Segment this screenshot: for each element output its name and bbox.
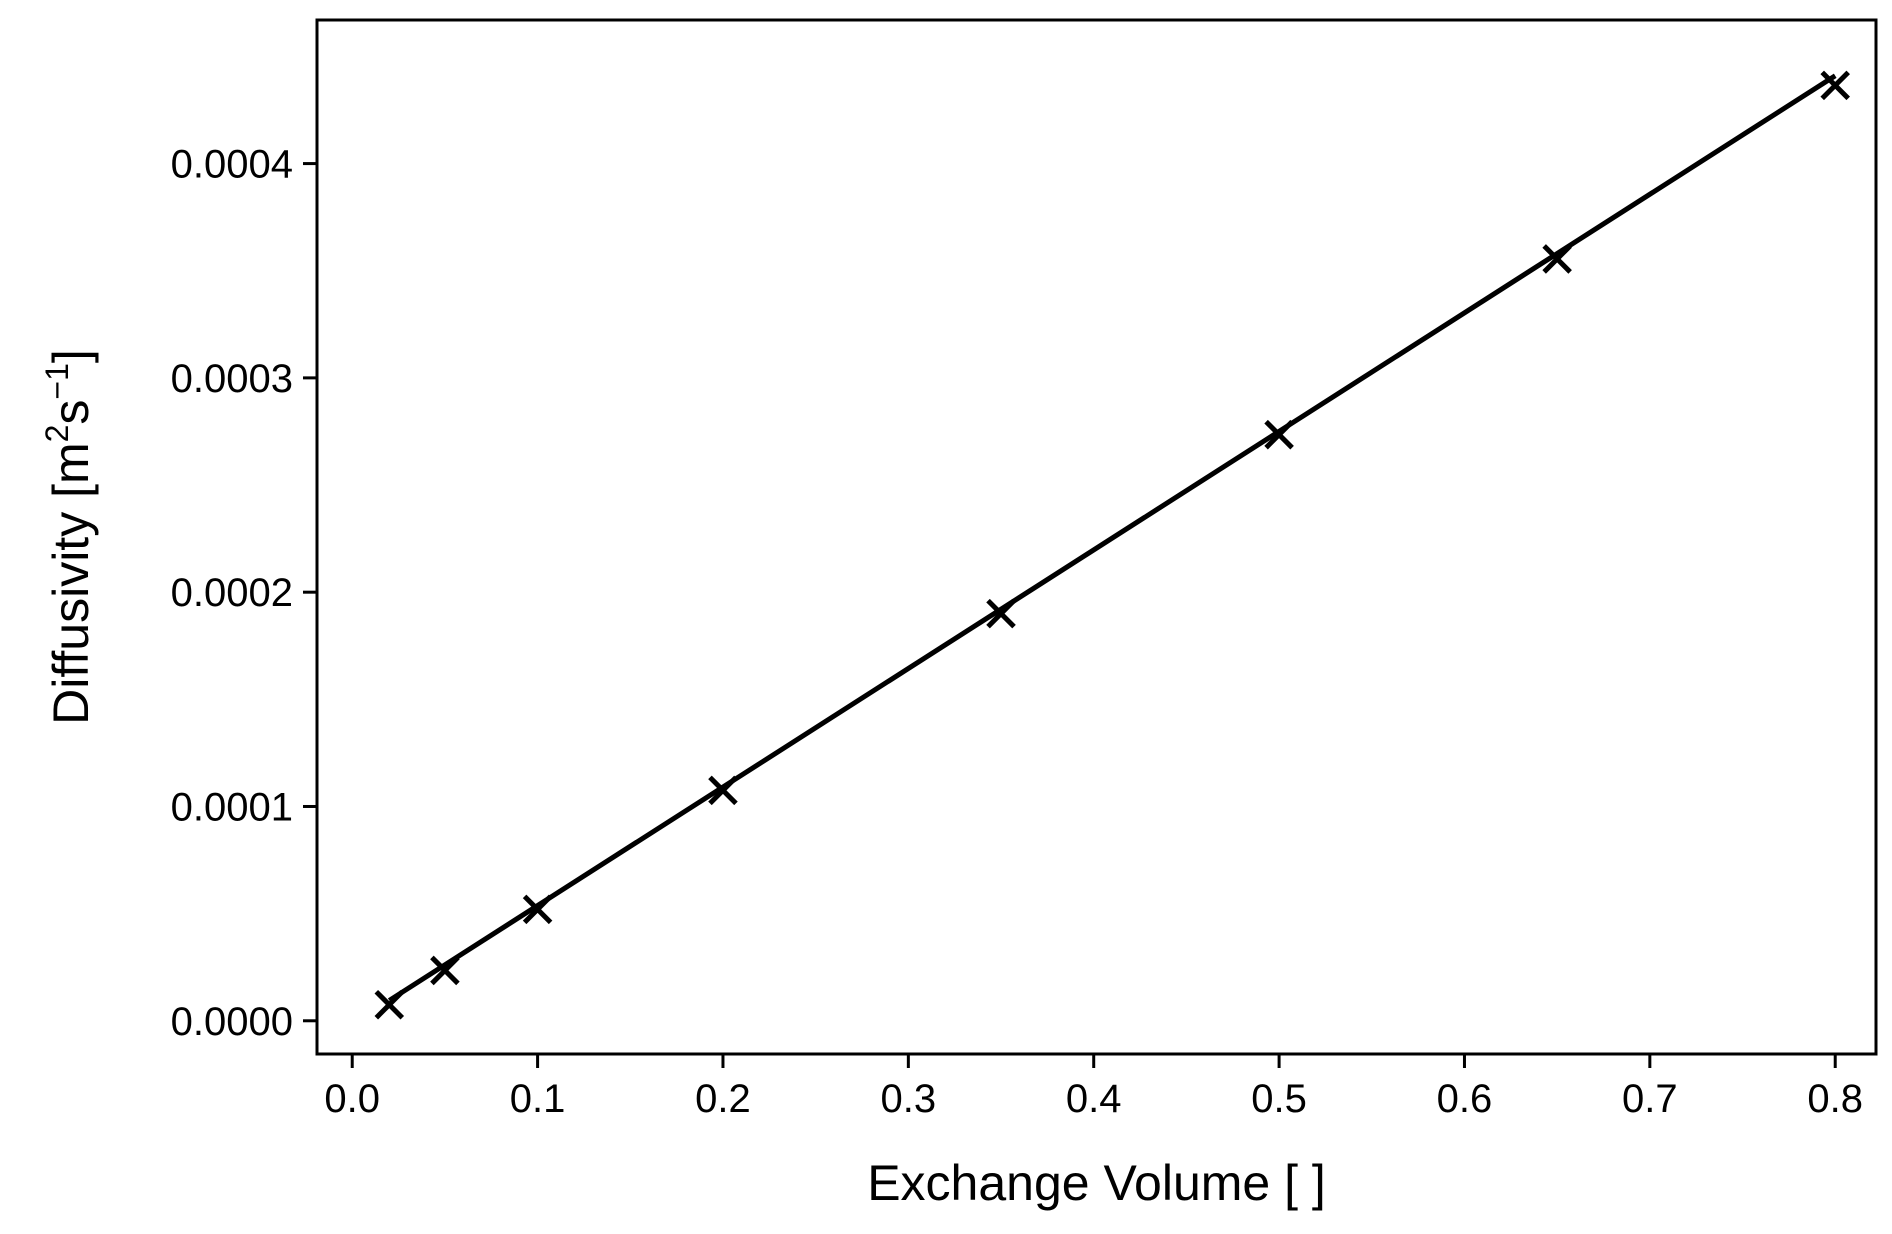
data-point-4 [986, 598, 1016, 629]
y-axis-title-prefix: Diffusivity [m [43, 442, 99, 724]
x-tick-label-3: 0.3 [881, 1077, 937, 1121]
y-axis-title-suffix: ] [43, 349, 99, 363]
y-axis-ticks: 0.0000 0.0001 0.0002 0.0003 0.0004 [171, 143, 317, 1044]
x-tick-label-8: 0.8 [1807, 1077, 1863, 1121]
y-axis-title: Diffusivity [m2s−1] [39, 349, 99, 725]
x-tick-label-5: 0.5 [1251, 1077, 1307, 1121]
y-axis-title-superscript-1: 2 [39, 425, 75, 443]
y-tick-label-0: 0.0000 [171, 1000, 293, 1044]
x-axis-title: Exchange Volume [ ] [867, 1155, 1326, 1211]
x-tick-label-2: 0.2 [695, 1077, 751, 1121]
y-axis-title-mid: s [43, 400, 99, 425]
x-tick-label-4: 0.4 [1066, 1077, 1122, 1121]
data-point-1 [430, 955, 460, 986]
fit-line [387, 73, 1837, 1003]
y-tick-label-1: 0.0001 [171, 785, 293, 829]
y-tick-label-3: 0.0003 [171, 357, 293, 401]
x-tick-label-7: 0.7 [1622, 1077, 1678, 1121]
data-point-6 [1542, 244, 1572, 274]
y-axis-title-superscript-2: −1 [39, 363, 75, 399]
x-axis-ticks: 0.0 0.1 0.2 0.3 0.4 0.5 0.6 0.7 0.8 [324, 1054, 1863, 1121]
data-point-2 [522, 894, 553, 925]
x-tick-label-6: 0.6 [1437, 1077, 1493, 1121]
data-point-7 [1820, 70, 1850, 101]
x-tick-label-1: 0.1 [510, 1077, 566, 1121]
plot-frame [315, 18, 1878, 1056]
data-point-3 [708, 775, 738, 806]
plot-content [374, 70, 1850, 1020]
data-point-0 [374, 989, 405, 1020]
y-tick-label-2: 0.0002 [171, 571, 293, 615]
x-tick-label-0: 0.0 [324, 1077, 380, 1121]
y-tick-label-4: 0.0004 [171, 143, 293, 187]
data-point-5 [1264, 419, 1294, 450]
